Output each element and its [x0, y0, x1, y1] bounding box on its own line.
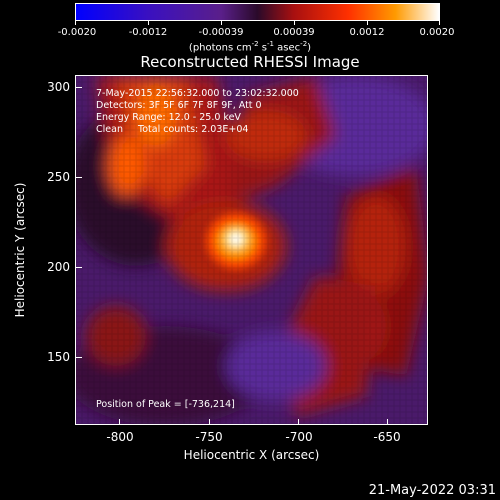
colorbar-units: (photons cm-2 s-1 asec-2) — [188, 40, 312, 54]
colorbar-tick — [221, 21, 222, 25]
x-tick-label: -800 — [106, 430, 134, 444]
colorbar-label: -0.0020 — [57, 27, 97, 38]
info-clean: Clean Total counts: 2.03E+04 — [96, 124, 249, 135]
colorbar-label: -0.00039 — [198, 27, 244, 38]
colorbar-label: -0.0012 — [128, 27, 168, 38]
y-tick-label: 150 — [47, 350, 70, 364]
colorbar — [75, 3, 440, 21]
y-tick-mark — [76, 87, 82, 88]
x-tick-label: -750 — [195, 430, 223, 444]
colorbar-tick — [367, 21, 368, 25]
x-tick-mark — [209, 419, 210, 425]
x-tick-mark — [387, 419, 388, 425]
colorbar-label: 0.00039 — [273, 27, 315, 38]
y-tick-label: 300 — [47, 80, 70, 94]
colorbar-label: 0.0012 — [349, 27, 385, 38]
colorbar-tick — [75, 21, 76, 25]
info-peak-position: Position of Peak = [-736,214] — [96, 399, 235, 410]
y-axis-title: Heliocentric Y (arcsec) — [13, 182, 27, 318]
colorbar-tick — [294, 21, 295, 25]
y-tick-label: 200 — [47, 260, 70, 274]
info-energy: Energy Range: 12.0 - 25.0 keV — [96, 112, 241, 123]
x-tick-mark — [119, 419, 120, 425]
colorbar-label: 0.0020 — [419, 27, 455, 38]
x-tick-label: -700 — [285, 430, 313, 444]
y-tick-mark — [76, 177, 82, 178]
info-time: 7-May-2015 22:56:32.000 to 23:02:32.000 — [96, 88, 299, 99]
colorbar-tick — [148, 21, 149, 25]
colorbar-tick — [439, 21, 440, 25]
rhessi-image: 7-May-2015 22:56:32.000 to 23:02:32.000 … — [75, 75, 428, 425]
y-tick-mark — [76, 267, 82, 268]
x-tick-mark — [298, 419, 299, 425]
y-tick-mark — [76, 357, 82, 358]
plot-title: Reconstructed RHESSI Image — [140, 53, 360, 71]
x-axis-title: Heliocentric X (arcsec) — [183, 448, 320, 462]
x-tick-label: -650 — [373, 430, 401, 444]
timestamp: 21-May-2022 03:31 — [368, 483, 496, 498]
info-detectors: Detectors: 3F 5F 6F 7F 8F 9F, Att 0 — [96, 100, 262, 111]
y-tick-label: 250 — [47, 170, 70, 184]
